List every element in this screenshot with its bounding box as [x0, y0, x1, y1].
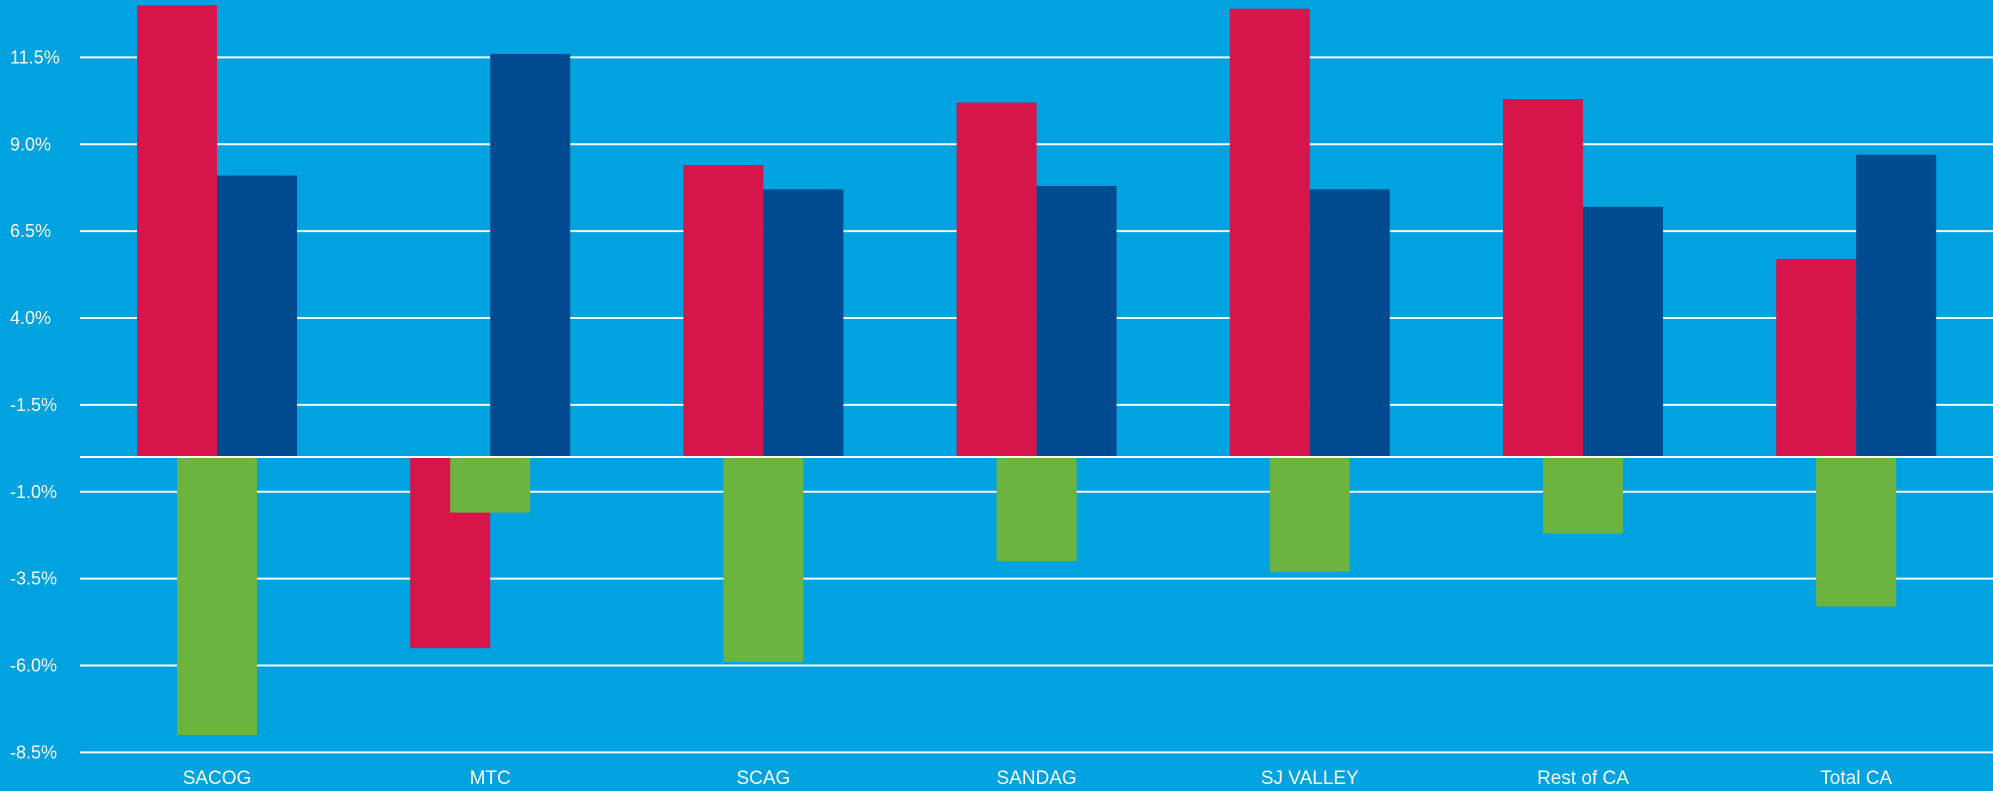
- x-category-label: SANDAG: [996, 768, 1076, 789]
- bar-series-2-sj-valley: [1309, 189, 1390, 458]
- bar-series-3-sacog: [177, 457, 257, 735]
- bar-series-1-sj-valley: [1229, 8, 1310, 457]
- y-tick-label: -6.0%: [10, 656, 57, 676]
- bar-series-3-rest-of-ca: [1543, 457, 1623, 534]
- bar-series-3-sj-valley: [1269, 457, 1350, 572]
- bar-series-2-total-ca: [1856, 154, 1937, 458]
- y-tick-label: -1.0%: [10, 482, 57, 502]
- bar-series-3-scag: [723, 457, 804, 663]
- bar-series-1-total-ca: [1776, 258, 1857, 457]
- bar-series-3-sandag: [996, 457, 1077, 562]
- y-tick-label: -3.5%: [10, 569, 57, 589]
- bar-series-2-sandag: [1036, 185, 1117, 457]
- y-axis-ticks: 11.5% 9.0% 6.5% 4.0% -1.5% -1.0% -3.5% -6.0% -8.…: [10, 47, 60, 762]
- x-category-label: SACOG: [183, 768, 252, 789]
- bar-series-1-sandag: [956, 102, 1037, 458]
- bar-series-3-mtc: [450, 457, 531, 513]
- x-category-label: SCAG: [736, 768, 790, 789]
- bar-series-3-total-ca: [1816, 457, 1897, 607]
- bar-series-2-sacog: [217, 175, 297, 457]
- y-tick-label: 6.5%: [10, 221, 51, 241]
- y-tick-label: 4.0%: [10, 308, 51, 328]
- y-tick-label: -8.5%: [10, 742, 57, 762]
- x-axis-categories: SACOG MTC SCAG SANDAG SJ VALLEY Rest of CA Tot…: [183, 768, 1893, 789]
- x-category-label: MTC: [470, 768, 511, 789]
- bar-series-1-scag: [683, 165, 764, 457]
- bar-series-1-rest-of-ca: [1503, 99, 1583, 457]
- bars: [137, 5, 1937, 735]
- bar-series-1-sacog: [137, 5, 217, 457]
- x-category-label: SJ VALLEY: [1261, 768, 1359, 789]
- x-category-label: Total CA: [1820, 768, 1892, 789]
- bar-series-2-rest-of-ca: [1583, 206, 1663, 457]
- bar-series-2-scag: [763, 189, 844, 458]
- bar-series-2-mtc: [490, 53, 571, 458]
- y-tick-label: 11.5%: [10, 47, 60, 67]
- y-tick-label: -1.5%: [10, 395, 57, 415]
- y-tick-label: 9.0%: [10, 134, 51, 154]
- x-category-label: Rest of CA: [1537, 768, 1629, 789]
